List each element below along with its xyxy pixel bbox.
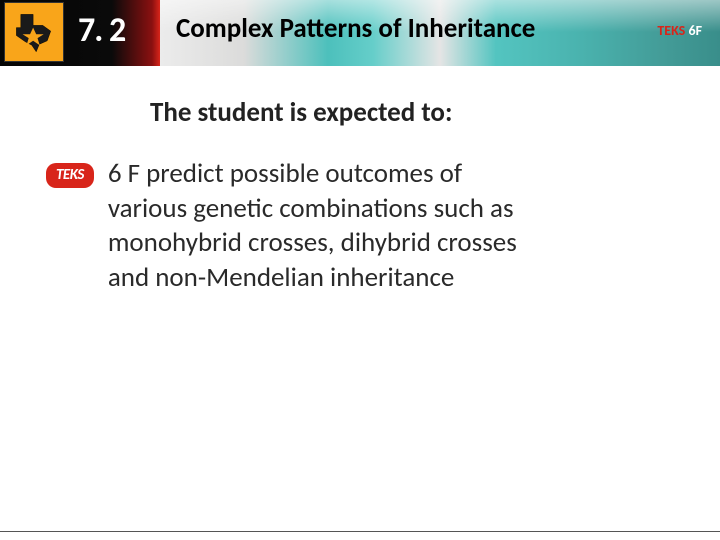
teks-pill: TEKS [46, 163, 94, 188]
texas-badge [4, 2, 64, 62]
slide-header: 7. 2 Complex Patterns of Inheritance TEK… [0, 0, 720, 66]
section-number: 7. 2 [78, 10, 125, 51]
slide-content: The student is expected to: TEKS 6 F pre… [0, 66, 720, 295]
teks-standard-label: TEKS 6F [657, 22, 702, 39]
body-row: TEKS 6 F predict possible outcomes of va… [120, 157, 680, 295]
teks-label-red: TEKS [657, 22, 685, 39]
teks-label-code: 6F [688, 22, 702, 39]
bottom-divider [0, 531, 720, 532]
expected-heading: The student is expected to: [150, 96, 680, 129]
section-title: Complex Patterns of Inheritance [176, 12, 535, 45]
texas-icon [12, 10, 56, 54]
body-text: 6 F predict possible outcomes of various… [108, 157, 528, 295]
